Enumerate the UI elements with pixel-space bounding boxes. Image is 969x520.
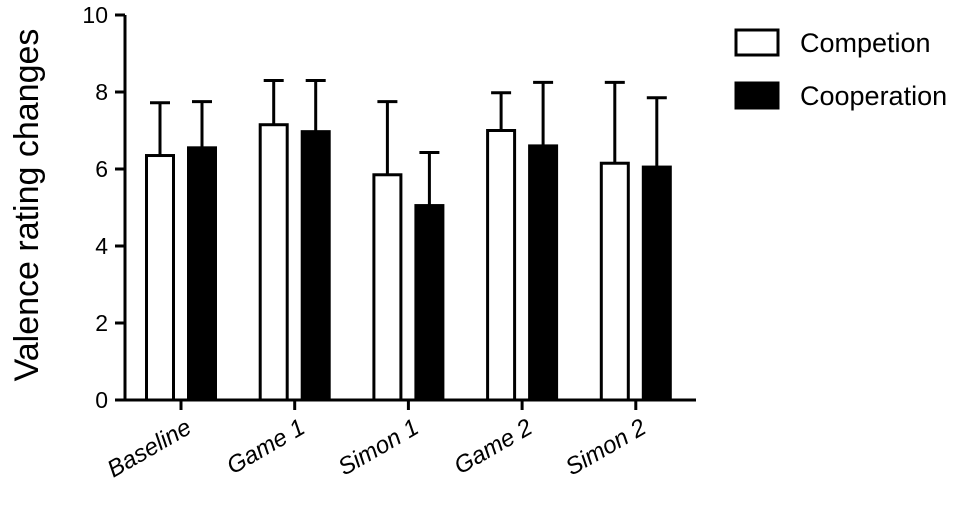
y-tick-label-10: 10 [82, 2, 108, 28]
bar-series-1-baseline [145, 154, 175, 402]
x-category-labels: Baseline Game 1 Simon 1 Game 2 Simon 2 [103, 400, 651, 483]
bar-series-2-game-2 [528, 144, 559, 402]
y-tick-label-8: 8 [95, 79, 108, 105]
bar-series-1-game-2 [486, 129, 517, 402]
bar-series-2-simon-2 [641, 165, 672, 402]
error-bars-layer [150, 78, 667, 206]
y-ticks-layer: 0 2 4 6 8 10 [82, 2, 125, 413]
x-tick-label-simon-2: Simon 2 [561, 414, 651, 481]
x-tick-label-game-1: Game 1 [222, 414, 309, 480]
bars-layer [145, 123, 672, 402]
y-tick-label-2: 2 [95, 310, 108, 336]
legend-swatch-cooperation [734, 81, 780, 110]
bar-series-2-game-1 [300, 130, 331, 402]
bar-series-1-simon-2 [599, 161, 630, 402]
bar-series-1-simon-1 [372, 173, 403, 402]
bar-series-2-baseline [187, 146, 217, 402]
y-tick-label-4: 4 [95, 233, 108, 259]
legend: Competion Cooperation [734, 28, 947, 111]
legend-swatch-competition [734, 28, 780, 57]
y-tick-label-6: 6 [95, 156, 108, 182]
legend-label-cooperation: Cooperation [800, 81, 947, 111]
legend-label-competition: Competion [800, 28, 931, 58]
y-tick-label-0: 0 [95, 387, 108, 413]
bar-series-1-game-1 [258, 123, 289, 402]
bar-series-2-simon-1 [414, 204, 445, 402]
x-tick-label-simon-1: Simon 1 [334, 414, 424, 481]
x-tick-label-baseline: Baseline [103, 414, 196, 483]
y-axis-title: Valence rating changes [8, 29, 46, 382]
x-tick-label-game-2: Game 2 [450, 414, 537, 480]
